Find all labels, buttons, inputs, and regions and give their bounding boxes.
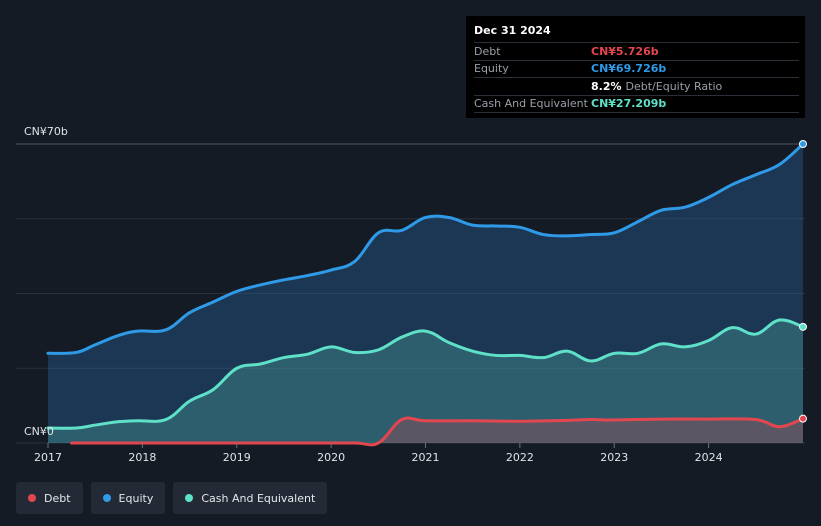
debt-line <box>70 416 805 447</box>
cash-and-equivalent-line <box>46 318 805 430</box>
legend-item-equity[interactable]: Equity <box>90 482 166 514</box>
x-tick-label: 2018 <box>128 451 156 464</box>
tooltip-cash-value: CN¥27.209b <box>591 97 667 111</box>
legend-debt-dot-icon <box>28 494 36 502</box>
y-tick-label: CN¥0 <box>24 425 54 438</box>
x-tick-label: 2024 <box>695 451 723 464</box>
legend-debt-label: Debt <box>44 491 71 505</box>
chart-legend: Debt Equity Cash And Equivalent <box>16 482 328 514</box>
x-tick-label: 2017 <box>34 451 62 464</box>
x-tick-label: 2022 <box>506 451 534 464</box>
debt-area <box>71 417 803 445</box>
x-tick-label: 2019 <box>223 451 251 464</box>
legend-item-cash[interactable]: Cash And Equivalent <box>173 482 328 514</box>
tooltip-debt-label: Debt <box>474 44 501 58</box>
tooltip-ratio-value: 8.2% <box>591 79 622 93</box>
gridlines <box>16 143 805 444</box>
x-axis-ticks: 2017 2018 2019 2020 2021 2022 2023 2024 <box>34 443 723 464</box>
equity-endpoint <box>799 140 807 148</box>
tooltip-equity-label: Equity <box>474 62 509 76</box>
tooltip-ratio-label: Debt/Equity Ratio <box>625 79 723 93</box>
x-tick-label: 2023 <box>600 451 628 464</box>
x-tick-label: 2020 <box>317 451 345 464</box>
y-tick-label: CN¥70b <box>24 125 68 138</box>
debt-endpoint <box>799 414 807 423</box>
tooltip-debt-value: CN¥5.726b <box>591 44 659 58</box>
tooltip-equity-row: Equity CN¥69.726b <box>474 59 799 78</box>
y-axis-ticks: CN¥70b CN¥0 <box>24 125 68 438</box>
tooltip-cash-label: Cash And Equivalent <box>474 97 588 111</box>
legend-item-debt[interactable]: Debt <box>16 482 83 514</box>
tooltip-equity-value: CN¥69.726b <box>591 62 667 76</box>
legend-equity-dot-icon <box>102 494 111 502</box>
cash-and-equivalent-endpoint <box>799 322 807 331</box>
tooltip-ratio-row: 8.2% Debt/Equity Ratio <box>474 77 799 95</box>
series-endpoints <box>799 140 807 423</box>
x-tick-label: 2021 <box>412 451 440 464</box>
tooltip-date: Dec 31 2024 <box>474 24 551 37</box>
legend-cash-label: Cash And Equivalent <box>201 491 316 505</box>
legend-equity-label: Equity <box>118 491 154 505</box>
equity-line <box>46 142 805 355</box>
tooltip-panel: Dec 31 2024 Debt CN¥5.726b Equity CN¥69.… <box>466 16 805 118</box>
legend-cash-dot-icon <box>185 494 194 502</box>
tooltip-cash-row: Cash And Equivalent CN¥27.209b <box>474 94 799 113</box>
tooltip-debt-row: Debt CN¥5.726b <box>474 42 799 60</box>
cash-and-equivalent-area <box>48 319 803 443</box>
series-lines <box>46 142 805 447</box>
series-areas <box>48 144 803 445</box>
